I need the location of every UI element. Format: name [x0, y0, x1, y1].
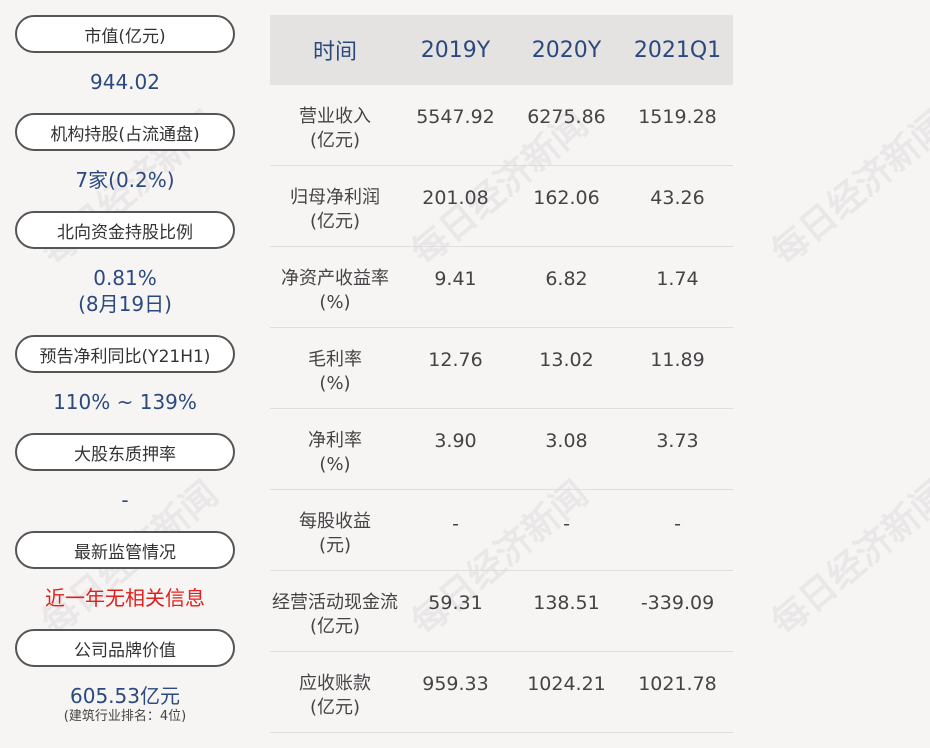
cell-value: 5547.92 [416, 106, 495, 128]
pledge-rate-label: 大股东质押率 [15, 433, 235, 471]
cell-value: 959.33 [422, 673, 489, 695]
cell-value: 43.26 [650, 187, 705, 209]
cell-value: 11.89 [650, 349, 705, 371]
cell-value: 1519.28 [638, 106, 717, 128]
table-row: 经营活动现金流 (亿元) 59.31 138.51 -339.09 [270, 571, 733, 652]
watermark: 每日经济新闻 [764, 473, 930, 644]
table-row: 净资产收益率 (%) 9.41 6.82 1.74 [270, 247, 733, 328]
cell-value: 12.76 [428, 349, 483, 371]
brand-value-amount: 605.53亿元 [70, 684, 180, 708]
table-row: 归母净利润 (亿元) 201.08 162.06 43.26 [270, 166, 733, 247]
cell-value: -339.09 [640, 592, 715, 614]
table-row: 应收账款 (亿元) 959.33 1024.21 1021.78 [270, 652, 733, 733]
pledge-rate-value: - [121, 488, 129, 512]
brand-value-label: 公司品牌价值 [15, 629, 235, 667]
cell-value: 6275.86 [527, 106, 606, 128]
cell-value: 6.82 [545, 268, 588, 290]
cell-value: 138.51 [533, 592, 600, 614]
table-header: 时间 2019Y 2020Y 2021Q1 [270, 15, 733, 85]
cell-value: 162.06 [533, 187, 600, 209]
northbound-holding-date: (8月19日) [78, 292, 172, 316]
cell-value: 3.08 [545, 430, 588, 452]
row-label: 净资产收益率 (%) [281, 268, 389, 313]
row-label: 净利率 (%) [308, 430, 362, 475]
cell-value: 3.90 [434, 430, 477, 452]
institution-holding-label: 机构持股(占流通盘) [15, 113, 235, 151]
table-row: 毛利率 (%) 12.76 13.02 11.89 [270, 328, 733, 409]
profit-forecast-value: 110% ~ 139% [53, 390, 197, 414]
cell-value: - [452, 513, 459, 535]
regulation-value: 近一年无相关信息 [45, 586, 205, 610]
cell-value: 201.08 [422, 187, 489, 209]
cell-value: 1021.78 [638, 673, 717, 695]
table-row: 营业收入 (亿元) 5547.92 6275.86 1519.28 [270, 85, 733, 166]
header-period: 时间 [312, 40, 357, 65]
cell-value: - [674, 513, 681, 535]
cell-value: 59.31 [428, 592, 483, 614]
header-2021q1: 2021Q1 [633, 37, 722, 63]
row-label: 每股收益 (元) [299, 511, 371, 556]
table-row: 每股收益 (元) - - - [270, 490, 733, 571]
summary-panel: 市值(亿元) 944.02 机构持股(占流通盘) 7家(0.2%) 北向资金持股… [0, 0, 250, 748]
cell-value: 3.73 [656, 430, 699, 452]
table-row: 净利率 (%) 3.90 3.08 3.73 [270, 409, 733, 490]
row-label: 经营活动现金流 (亿元) [272, 592, 398, 637]
row-label: 应收账款 (亿元) [299, 673, 371, 718]
cell-value: 13.02 [539, 349, 594, 371]
cell-value: - [563, 513, 570, 535]
market-cap-value: 944.02 [90, 70, 160, 94]
regulation-label: 最新监管情况 [15, 531, 235, 569]
cell-value: 1024.21 [527, 673, 606, 695]
row-label: 毛利率 (%) [308, 349, 362, 394]
northbound-holding-label: 北向资金持股比例 [15, 211, 235, 249]
brand-value-rank: (建筑行业排名：4位) [63, 709, 187, 724]
profit-forecast-label: 预告净利同比(Y21H1) [15, 335, 235, 373]
cell-value: 1.74 [656, 268, 699, 290]
brand-value: 605.53亿元 (建筑行业排名：4位) [0, 684, 250, 724]
cell-value: 9.41 [434, 268, 477, 290]
row-label: 归母净利润 (亿元) [290, 187, 380, 232]
header-2019: 2019Y [420, 37, 491, 63]
northbound-holding-value: 0.81% [93, 266, 157, 290]
financial-table: 时间 2019Y 2020Y 2021Q1 营业收入 (亿元) 5547.92 6… [270, 15, 733, 733]
watermark: 每日经济新闻 [764, 103, 930, 274]
header-2020: 2020Y [531, 37, 602, 63]
row-label: 营业收入 (亿元) [299, 106, 371, 151]
institution-holding-value: 7家(0.2%) [75, 168, 175, 192]
market-cap-label: 市值(亿元) [15, 15, 235, 53]
